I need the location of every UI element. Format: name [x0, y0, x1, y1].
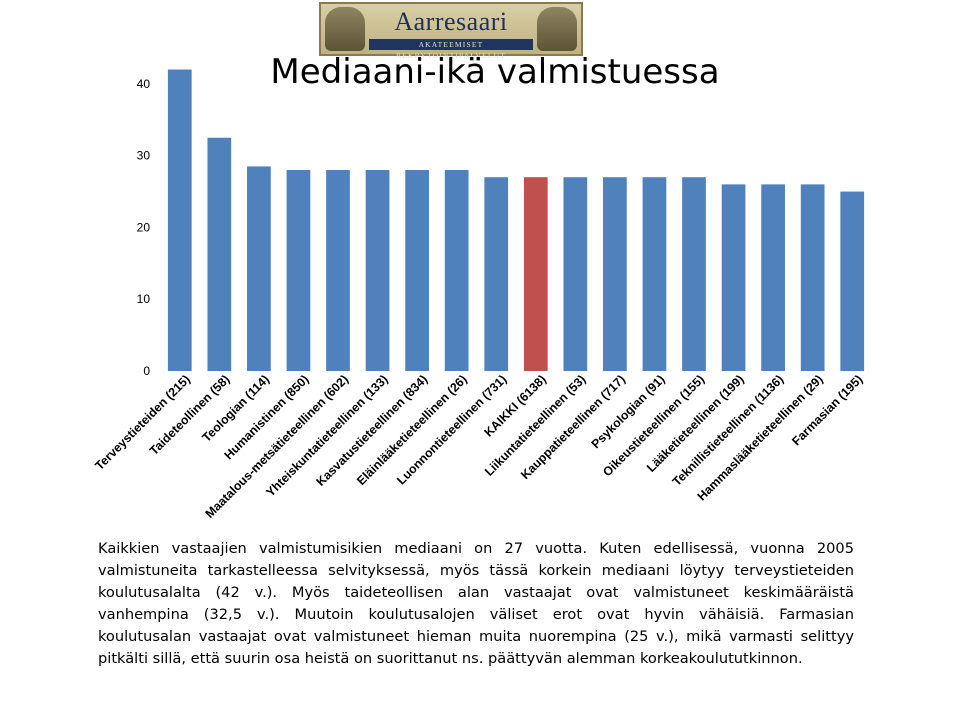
bar [682, 177, 706, 371]
y-tick-label: 20 [137, 220, 151, 234]
bar [167, 69, 192, 372]
y-tick-label: 40 [137, 77, 151, 91]
body-paragraph: Kaikkien vastaajien valmistumisikien med… [98, 538, 854, 671]
body-line-6: pitkälti sillä, että suurin osa heistä o… [98, 650, 803, 668]
logo-background: Aarresaari AKATEEMISET REKRYTOINTIPALVEL… [321, 4, 581, 60]
bar [286, 170, 311, 371]
bar [800, 184, 825, 371]
bar [247, 166, 271, 371]
bar [563, 177, 588, 371]
bar [642, 177, 667, 371]
bar [405, 170, 429, 371]
bar [207, 137, 232, 371]
body-line-2: valmistuneita tarkastelleessa selvitykse… [98, 562, 854, 580]
bar [326, 170, 350, 371]
body-line-3: koulutusalalta (42 v.). Myös taideteolli… [98, 584, 854, 602]
bar-chart: 0 10 20 30 40 Terveystieteiden (215)Taideteo… [92, 69, 865, 521]
y-tick-label: 30 [137, 149, 151, 163]
body-line-4: vanhempina (32,5 v.). Muutoin koulutusal… [98, 606, 854, 624]
logo-statue-right-icon [537, 7, 577, 51]
x-axis-labels: Terveystieteiden (215)Taideteollinen (58… [92, 372, 865, 521]
y-tick-label: 0 [143, 364, 150, 378]
bar [840, 191, 865, 371]
bar [365, 170, 390, 371]
chart-title: Mediaani-ikä valmistuessa [270, 52, 720, 92]
bar [523, 177, 548, 371]
logo-tagline: AKATEEMISET REKRYTOINTIPALVELUT [369, 39, 533, 60]
x-tick-label: Psykologian (91) [589, 372, 668, 451]
logo-statue-left-icon [325, 7, 365, 51]
bar [761, 184, 785, 371]
bar [444, 170, 469, 371]
bar [603, 177, 627, 371]
body-line-5: koulutusalan vastaajat ovat valmistuneet… [98, 628, 854, 646]
y-axis: 0 10 20 30 40 [137, 77, 151, 378]
logo-name: Aarresaari [394, 7, 508, 36]
bar [721, 184, 746, 371]
bars [167, 69, 865, 372]
x-tick-label: Maatalous-metsätieteellinen (602) [203, 372, 352, 521]
aarresaari-logo: Aarresaari AKATEEMISET REKRYTOINTIPALVEL… [319, 2, 583, 60]
x-tick-label: Farmasian (195) [789, 372, 865, 448]
body-line-1: Kaikkien vastaajien valmistumisikien med… [98, 540, 854, 557]
bar [484, 177, 509, 371]
y-tick-label: 10 [137, 292, 151, 306]
